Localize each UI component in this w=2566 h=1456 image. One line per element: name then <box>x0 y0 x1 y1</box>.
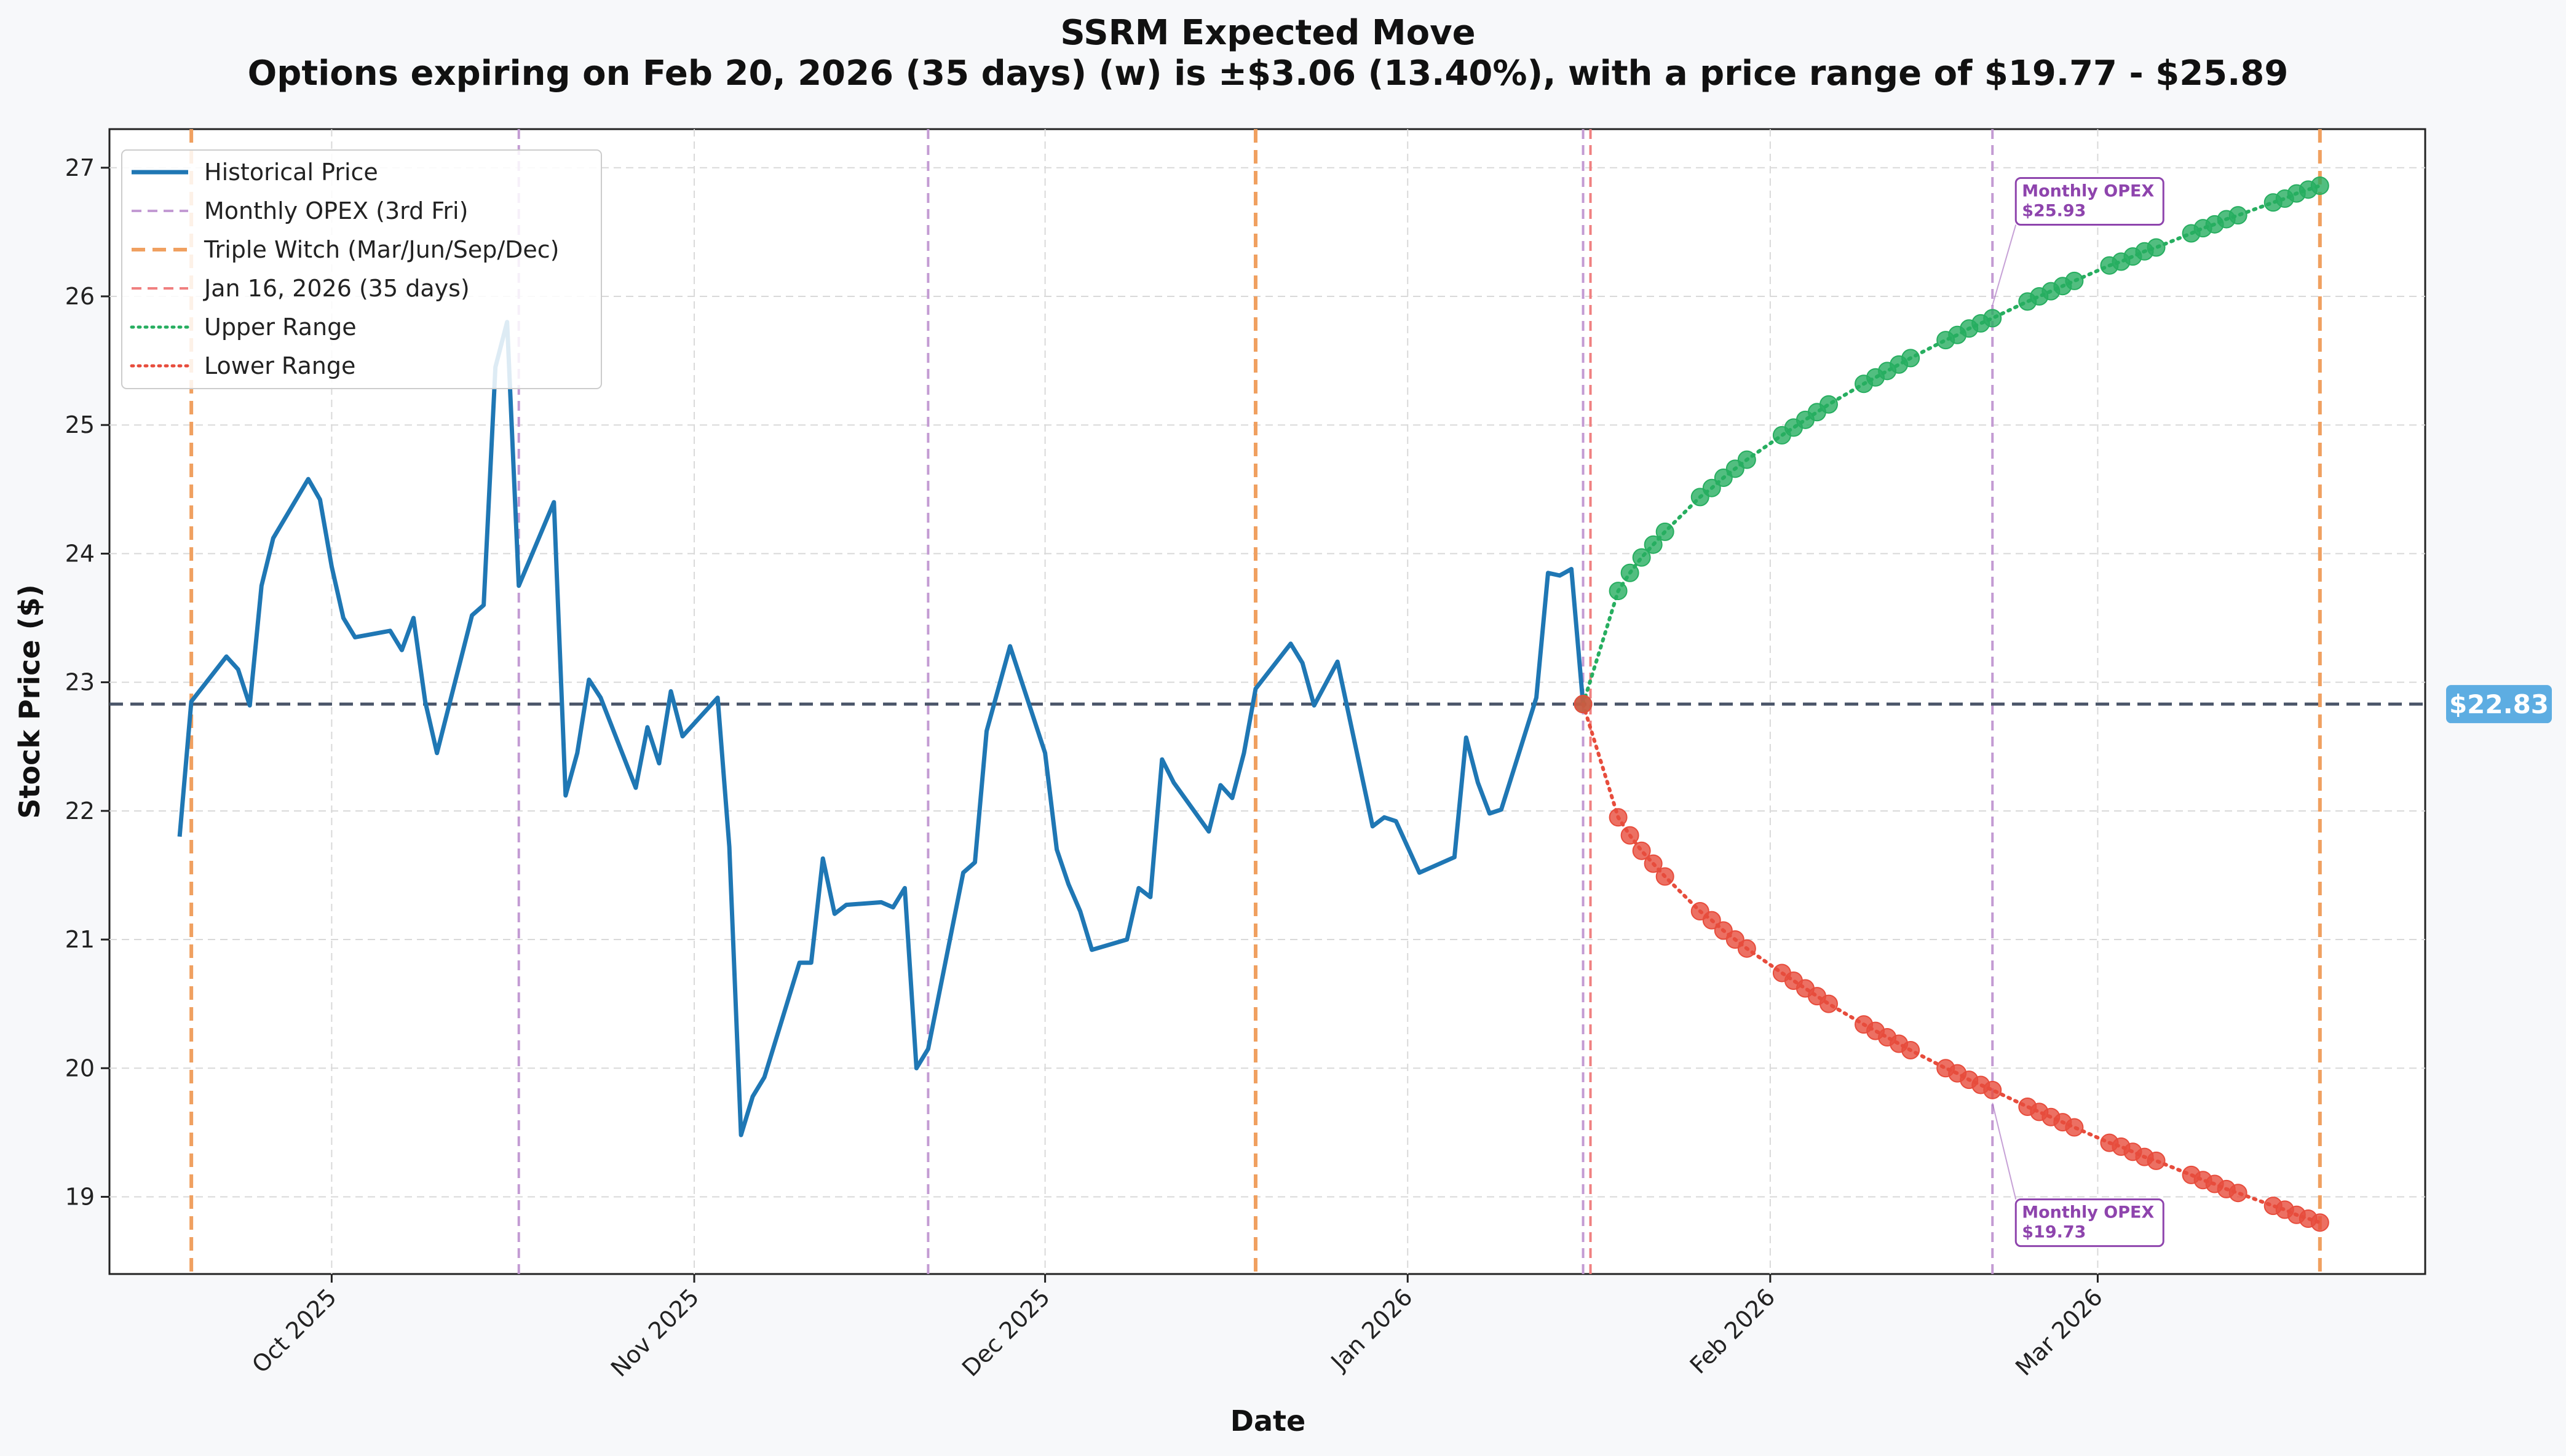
upper-range-point <box>1620 563 1639 582</box>
lower-range-point <box>1632 841 1651 860</box>
y-tick-label: 20 <box>65 1054 95 1082</box>
opex-lower-annotation-title: Monthly OPEX <box>2022 1203 2154 1222</box>
opex-lower-annotation-box <box>2014 1198 2164 1248</box>
opex-lower-annotation-value: $19.73 <box>2022 1223 2086 1242</box>
lower-range-point <box>1819 994 1838 1013</box>
opex-lower-annotation-leader <box>1992 1102 2017 1200</box>
upper-range-point <box>1737 450 1756 469</box>
series-layer: $22.83 <box>109 176 2552 1232</box>
lower-range-point <box>1620 826 1639 845</box>
current-price-tag <box>2446 685 2552 724</box>
lower-range-point <box>1983 1080 2002 1099</box>
legend-label: Historical Price <box>204 159 378 186</box>
lower-range-point <box>1655 867 1674 886</box>
upper-range-point <box>2310 176 2329 196</box>
legend-label: Monthly OPEX (3rd Fri) <box>204 197 468 224</box>
lower-range-point <box>1609 808 1628 827</box>
legend-label: Upper Range <box>204 314 357 341</box>
x-axis-label: Date <box>1230 1404 1305 1438</box>
historical-price-line <box>177 320 1585 1138</box>
opex-upper-annotation-leader <box>1992 224 2017 306</box>
lower-range-point <box>2228 1184 2247 1203</box>
upper-range-point <box>1644 535 1663 554</box>
upper-range-point <box>2228 206 2247 225</box>
upper-range-point <box>1983 309 2002 328</box>
lower-range-point <box>1737 939 1756 958</box>
chart-title: SSRM Expected Move <box>1060 13 1475 53</box>
opex-upper-annotation-value: $25.93 <box>2022 202 2086 221</box>
lower-range-point <box>1702 911 1721 930</box>
y-tick-label: 24 <box>65 540 95 567</box>
current-price-tag-label: $22.83 <box>2449 689 2549 719</box>
lower-range-point <box>1644 854 1663 873</box>
upper-range-point <box>1819 395 1838 414</box>
y-tick-label: 26 <box>65 283 95 310</box>
upper-range-point <box>2065 271 2084 290</box>
legend-label: Jan 16, 2026 (35 days) <box>203 275 470 302</box>
opex-upper-annotation-title: Monthly OPEX <box>2022 182 2154 201</box>
lower-range-point <box>2147 1151 2166 1170</box>
legend-label: Triple Witch (Mar/Jun/Sep/Dec) <box>204 236 559 263</box>
opex-upper-annotation-box <box>2014 177 2164 226</box>
legend-box <box>121 149 602 389</box>
y-tick-label: 21 <box>65 926 95 953</box>
y-tick-label: 22 <box>65 797 95 825</box>
y-tick-label: 25 <box>65 411 95 438</box>
legend-label: Lower Range <box>204 352 355 379</box>
upper-range-point <box>2147 238 2166 257</box>
lower-range-point <box>2310 1213 2329 1232</box>
y-tick-label: 19 <box>65 1183 95 1210</box>
chart-subtitle: Options expiring on Feb 20, 2026 (35 day… <box>248 53 2289 93</box>
lower-range-point <box>1574 695 1593 714</box>
y-axis-label: Stock Price ($) <box>13 584 46 818</box>
upper-range-point <box>1655 522 1674 541</box>
upper-range-point <box>1901 349 1920 368</box>
upper-range-point <box>1702 478 1721 497</box>
legend: Historical Price Monthly OPEX (3rd Fri) Tr… <box>121 149 602 389</box>
lower-range-point <box>1901 1040 1920 1059</box>
upper-range-point <box>1609 582 1628 601</box>
y-tick-label: 27 <box>65 154 95 181</box>
upper-range-point <box>1632 548 1651 567</box>
lower-range-point <box>2065 1118 2084 1137</box>
y-tick-label: 23 <box>65 669 95 696</box>
